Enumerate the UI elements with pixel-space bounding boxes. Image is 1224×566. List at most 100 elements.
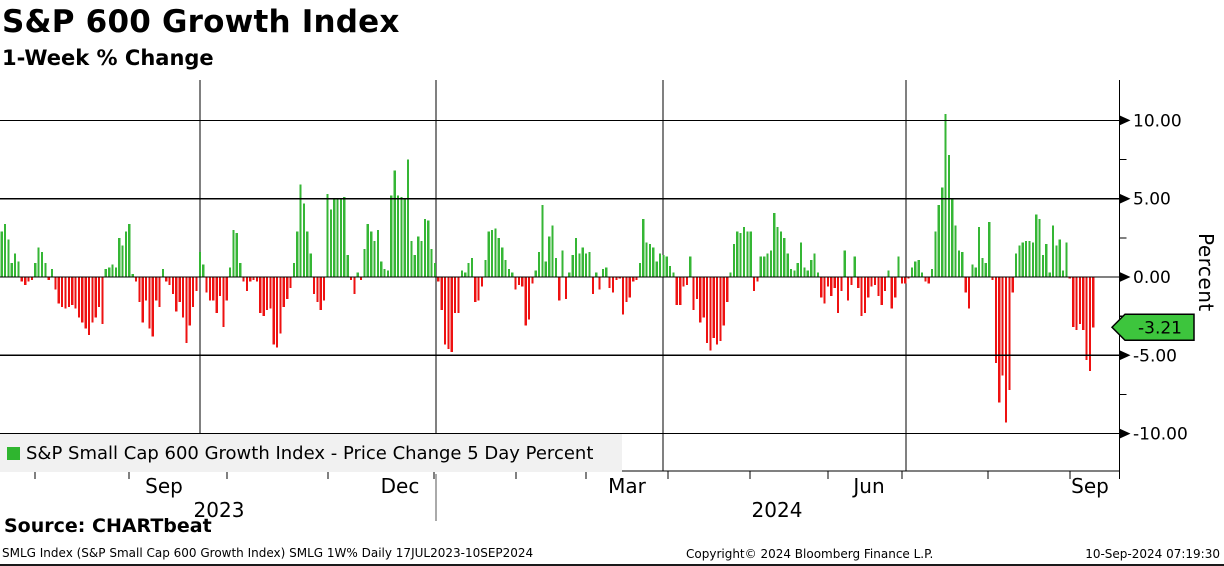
y-tick-arrow-icon: [1119, 115, 1131, 126]
bar-positive: [746, 231, 749, 277]
bar-negative: [904, 277, 907, 284]
bar-positive: [534, 270, 537, 277]
bar-positive: [34, 262, 37, 277]
bar-negative: [67, 277, 70, 307]
bar-positive: [578, 253, 581, 277]
bar-negative: [527, 277, 531, 320]
bar-negative: [195, 277, 198, 292]
bar-negative: [185, 277, 188, 343]
bar-positive: [951, 198, 954, 277]
bar-positive: [581, 247, 584, 277]
bar-negative: [141, 277, 144, 323]
bar-negative: [695, 277, 699, 299]
bar-negative: [716, 277, 719, 345]
bar-negative: [61, 277, 64, 307]
x-year-label: 2024: [752, 498, 803, 522]
bar-positive: [1028, 240, 1031, 277]
bar-positive: [974, 267, 977, 277]
bar-negative: [618, 277, 621, 279]
x-month-label: Jun: [851, 474, 884, 498]
bar-positive: [739, 233, 742, 277]
page-title: S&P 600 Growth Index: [2, 4, 400, 40]
bar-negative: [262, 277, 265, 317]
bar-negative: [272, 277, 275, 345]
bar-negative: [628, 277, 631, 298]
bar-negative: [165, 277, 168, 282]
bar-positive: [961, 251, 964, 277]
bar-positive: [511, 272, 514, 277]
bar-positive: [984, 262, 987, 277]
bar-negative: [702, 277, 705, 318]
bar-positive: [648, 244, 652, 277]
bar-negative: [682, 277, 685, 287]
bar-negative: [474, 277, 477, 303]
bar-positive: [393, 170, 396, 277]
bar-positive: [736, 231, 739, 277]
bar-negative: [699, 277, 702, 323]
bar-negative: [833, 277, 836, 288]
bar-negative: [477, 277, 480, 301]
bar-negative: [709, 277, 712, 351]
bar-positive: [1045, 244, 1048, 277]
bar-positive: [370, 231, 373, 277]
bar-negative: [212, 277, 215, 301]
bar-positive: [732, 244, 736, 277]
bar-negative: [726, 277, 729, 303]
bar-positive: [1065, 242, 1068, 277]
bar-positive: [957, 250, 961, 277]
bar-negative: [158, 277, 161, 307]
bar-negative: [77, 277, 81, 318]
bar-negative: [598, 277, 601, 290]
bar-negative: [1004, 277, 1008, 423]
bar-negative: [276, 277, 279, 348]
bar-negative: [1085, 277, 1088, 360]
bar-positive: [917, 259, 920, 277]
bar-positive: [161, 269, 165, 277]
bar-positive: [947, 154, 950, 277]
bar-negative: [215, 277, 218, 314]
bar-positive: [930, 269, 934, 277]
bar-positive: [853, 256, 856, 277]
bar-positive: [568, 272, 571, 277]
bar-negative: [316, 277, 319, 303]
bar-positive: [1018, 245, 1021, 277]
bar-positive: [501, 247, 504, 277]
bar-negative: [249, 277, 252, 282]
bar-positive: [396, 195, 400, 277]
bar-negative: [867, 277, 870, 298]
bar-negative: [252, 277, 255, 281]
bar-negative: [319, 277, 322, 310]
bar-positive: [410, 240, 413, 277]
bar-positive: [665, 256, 668, 277]
bar-positive: [920, 272, 924, 277]
bar-positive: [131, 273, 134, 277]
bar-positive: [1058, 239, 1061, 277]
bar-positive: [292, 262, 295, 277]
bar-negative: [719, 277, 722, 342]
y-tick-label: -10.00: [1133, 425, 1188, 445]
source-line: Source: CHARTbeat: [4, 515, 212, 537]
bar-positive: [507, 269, 510, 277]
bar-positive: [914, 261, 917, 277]
bar-negative: [440, 277, 443, 310]
last-value-badge: [1110, 313, 1195, 342]
bar-negative: [998, 277, 1001, 403]
bar-negative: [255, 277, 259, 282]
bar-positive: [104, 269, 107, 277]
bar-negative: [145, 277, 148, 301]
bar-negative: [178, 277, 181, 303]
bar-negative: [218, 277, 222, 296]
bar-negative: [1078, 277, 1081, 324]
bar-negative: [991, 277, 994, 281]
bar-positive: [373, 240, 376, 277]
plot-svg: 10.00 5.00 0.00 -5.00 -10.00 -3.21 Sep Dec Mar Ju…: [0, 80, 1195, 522]
bar-positive: [638, 262, 641, 277]
bar-positive: [403, 198, 406, 277]
bar-negative: [480, 277, 484, 287]
bar-positive: [17, 261, 20, 277]
bar-negative: [863, 277, 867, 314]
bar-positive: [14, 253, 17, 277]
legend-label: S&P Small Cap 600 Growth Index - Price C…: [26, 442, 594, 464]
bar-negative: [269, 277, 272, 309]
